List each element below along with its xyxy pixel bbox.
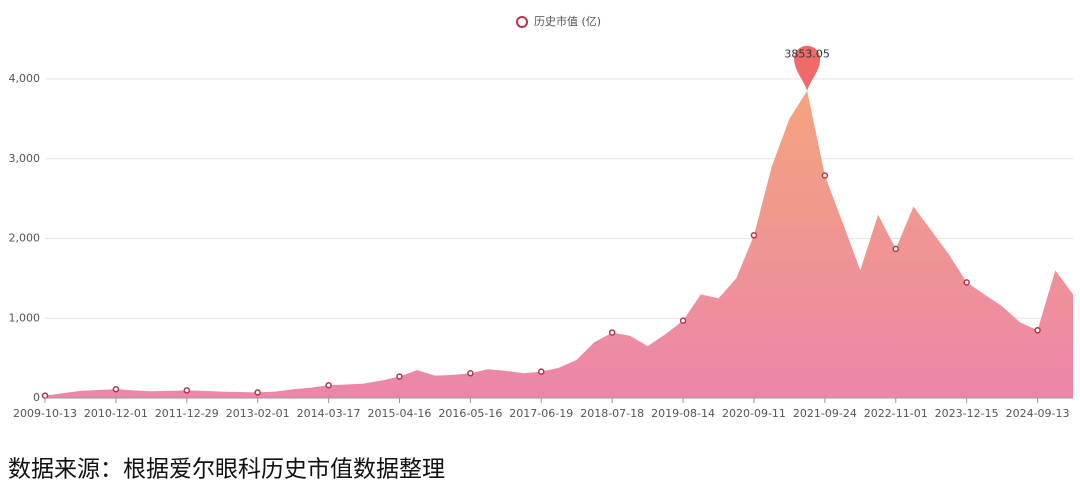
source-note: 数据来源：根据爱尔眼科历史市值数据整理 [8, 457, 445, 483]
y-tick-label: 0 [33, 391, 40, 404]
point-marker [963, 279, 970, 286]
x-tick-label: 2016-05-16 [438, 407, 502, 420]
x-tick-label: 2015-04-16 [368, 407, 432, 420]
y-tick-label: 3,000 [9, 152, 41, 165]
point-marker [112, 385, 120, 393]
x-tick-label: 2011-12-29 [155, 407, 219, 420]
x-tick-label: 2014-03-17 [297, 407, 361, 420]
peak-label: 3853.05 [784, 48, 830, 61]
peak-pin [794, 45, 821, 91]
x-tick-label: 2022-11-01 [864, 407, 928, 420]
area [45, 90, 1073, 398]
point-marker [325, 381, 332, 389]
point-marker [608, 329, 616, 336]
y-tick-label: 1,000 [9, 311, 41, 324]
x-tick-label: 2009-10-13 [13, 407, 77, 420]
x-tick-label: 2020-09-11 [722, 407, 786, 420]
x-tick-label: 2013-02-01 [226, 407, 290, 420]
point-marker [821, 172, 829, 179]
legend-label: 历史市值 (亿) [534, 14, 601, 28]
point-marker [254, 389, 261, 396]
x-tick-label: 2019-08-14 [651, 407, 715, 420]
x-tick-label: 2023-12-15 [935, 407, 999, 420]
x-tick-label: 2021-09-24 [793, 407, 857, 420]
legend-marker [516, 16, 528, 28]
point-marker [538, 368, 545, 375]
point-marker [41, 392, 49, 399]
point-marker [750, 232, 758, 239]
x-tick-label: 2018-07-18 [580, 407, 644, 420]
x-tick-label: 2017-06-19 [509, 407, 573, 420]
y-tick-label: 4,000 [9, 72, 41, 85]
point-marker [396, 373, 403, 380]
point-marker [183, 387, 191, 394]
point-marker [679, 317, 687, 324]
y-tick-label: 2,000 [9, 232, 41, 245]
x-tick-label: 2024-09-13 [1006, 407, 1070, 420]
point-marker [1034, 326, 1041, 334]
point-marker [892, 245, 900, 253]
point-marker [467, 370, 474, 377]
x-tick-label: 2010-12-01 [84, 407, 148, 420]
